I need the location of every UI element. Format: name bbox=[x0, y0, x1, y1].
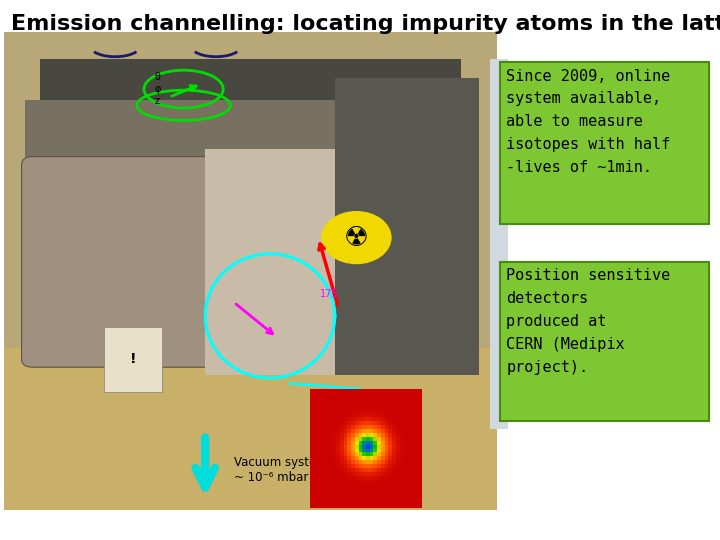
FancyBboxPatch shape bbox=[4, 32, 497, 510]
FancyBboxPatch shape bbox=[500, 262, 709, 421]
Text: Since 2009, online
system available,
able to measure
isotopes with half
-lives o: Since 2009, online system available, abl… bbox=[506, 69, 670, 175]
FancyBboxPatch shape bbox=[22, 157, 245, 367]
FancyBboxPatch shape bbox=[104, 327, 162, 392]
Text: !: ! bbox=[130, 352, 137, 366]
FancyBboxPatch shape bbox=[4, 348, 497, 510]
Text: Vacuum system
~ 10⁻⁶ mbar: Vacuum system ~ 10⁻⁶ mbar bbox=[234, 456, 328, 484]
Text: θ
φ
z: θ φ z bbox=[155, 72, 161, 106]
Circle shape bbox=[322, 212, 391, 264]
FancyBboxPatch shape bbox=[490, 59, 508, 429]
FancyBboxPatch shape bbox=[335, 78, 479, 375]
Text: ☢: ☢ bbox=[344, 224, 369, 252]
FancyBboxPatch shape bbox=[25, 100, 395, 348]
FancyBboxPatch shape bbox=[205, 148, 364, 375]
Text: 175: 175 bbox=[320, 289, 339, 299]
Text: Emission channelling: locating impurity atoms in the lattice: Emission channelling: locating impurity … bbox=[11, 14, 720, 33]
FancyBboxPatch shape bbox=[500, 62, 709, 224]
Text: Position sensitive
detectors
produced at
CERN (Medipix
project).: Position sensitive detectors produced at… bbox=[506, 268, 670, 375]
FancyBboxPatch shape bbox=[40, 59, 461, 213]
